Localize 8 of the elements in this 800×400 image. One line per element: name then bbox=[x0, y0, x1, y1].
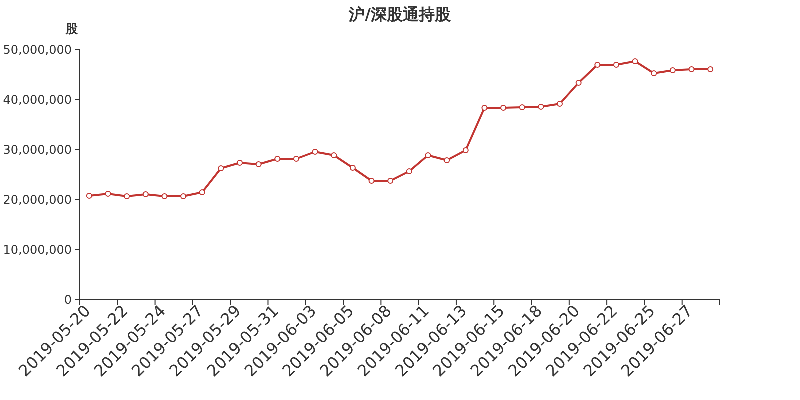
y-tick-label: 50,000,000 bbox=[3, 43, 72, 57]
y-tick-label: 40,000,000 bbox=[3, 93, 72, 107]
y-tick-label: 30,000,000 bbox=[3, 143, 72, 157]
y-tick-label: 0 bbox=[64, 293, 72, 307]
chart-title: 沪/深股通持股 bbox=[348, 5, 452, 24]
y-tick-label: 20,000,000 bbox=[3, 193, 72, 207]
y-tick-label: 10,000,000 bbox=[3, 243, 72, 257]
y-axis-title: 股 bbox=[65, 22, 79, 36]
